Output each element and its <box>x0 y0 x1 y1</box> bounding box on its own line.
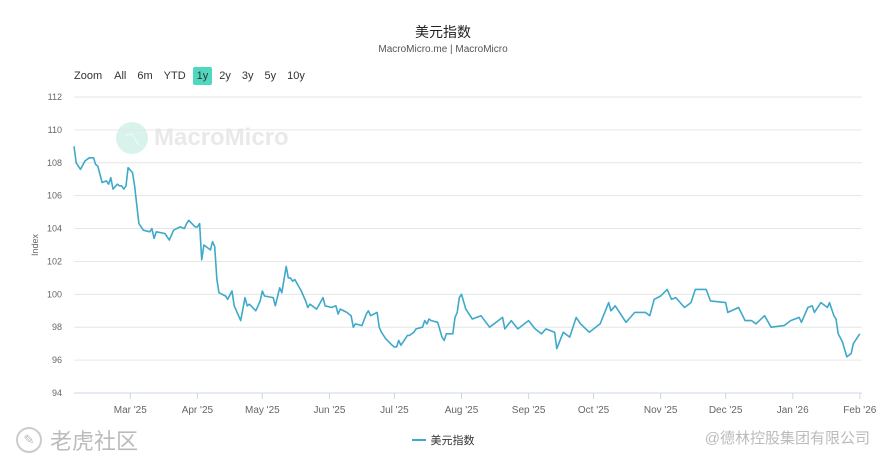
x-tick-label: Feb '26 <box>843 405 876 416</box>
y-tick-label: 108 <box>47 158 62 168</box>
range-6m-button[interactable]: 6m <box>137 70 153 82</box>
y-tick-label: 110 <box>48 125 62 135</box>
watermark-text: MacroMicro <box>154 124 289 151</box>
y-tick-label: 104 <box>47 224 62 234</box>
y-tick-label: 94 <box>52 388 62 398</box>
y-tick-label: 98 <box>52 322 62 332</box>
x-tick-label: Jul '25 <box>380 405 409 416</box>
range-ytd-button[interactable]: YTD <box>163 70 186 82</box>
x-tick-label: Mar '25 <box>114 405 147 416</box>
range-selector: Zoom All 6m YTD 1y 2y 3y 5y 10y <box>72 67 312 85</box>
credit-watermark: @德林控股集团有限公司 <box>704 430 870 447</box>
x-tick-label: Aug '25 <box>445 405 479 416</box>
y-axis-label: Index <box>30 233 40 256</box>
tiger-watermark: ✎ 老虎社区 <box>16 424 138 456</box>
range-10y-button[interactable]: 10y <box>287 70 305 82</box>
x-tick-label: Nov '25 <box>644 405 678 416</box>
x-tick-label: Jun '25 <box>313 405 345 416</box>
y-tick-label: 100 <box>47 289 62 299</box>
x-tick-label: May '25 <box>245 405 280 416</box>
y-tick-label: 106 <box>47 191 62 201</box>
tiger-community-text: 老虎社区 <box>50 429 139 454</box>
y-tick-label: 102 <box>47 256 62 266</box>
range-all-button[interactable]: All <box>114 70 127 82</box>
macromicro-watermark: 〽 MacroMicro <box>116 122 289 154</box>
chart-title: 美元指数 <box>415 24 471 40</box>
tiger-logo-icon: ✎ <box>16 427 42 453</box>
x-tick-label: Jan '26 <box>777 405 809 416</box>
range-1y-button[interactable]: 1y <box>192 67 213 85</box>
zoom-label: Zoom <box>74 70 103 82</box>
series-line-usd-index <box>73 146 861 358</box>
macromicro-logo-icon: 〽 <box>116 122 148 154</box>
y-tick-label: 96 <box>52 355 62 365</box>
x-tick-label: Dec '25 <box>709 405 743 416</box>
range-3y-button[interactable]: 3y <box>241 70 254 82</box>
x-tick-label: Apr '25 <box>182 405 214 416</box>
x-tick-label: Oct '25 <box>578 405 610 416</box>
y-tick-label: 112 <box>48 92 62 102</box>
x-tick-label: Sep '25 <box>512 405 546 416</box>
range-2y-button[interactable]: 2y <box>219 70 231 82</box>
range-5y-button[interactable]: 5y <box>264 70 277 82</box>
chart-subtitle: MacroMicro.me | MacroMicro <box>378 44 508 55</box>
